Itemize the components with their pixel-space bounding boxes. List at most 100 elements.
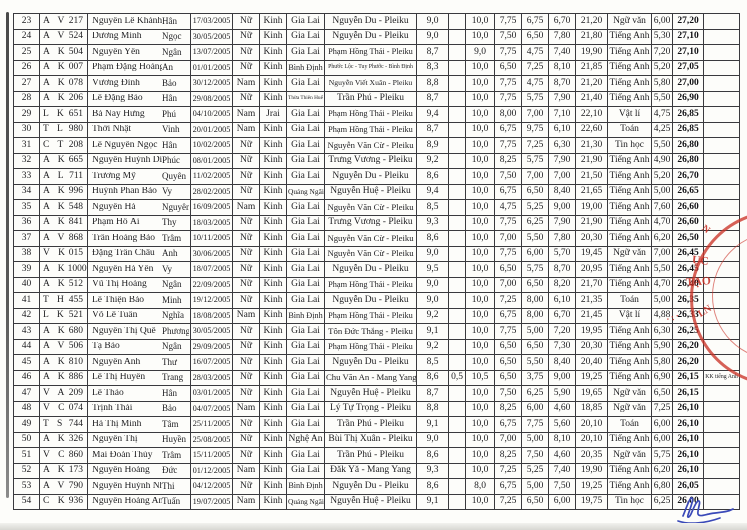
code-number: 810 [68, 356, 83, 367]
score-5: 7,00 [548, 168, 576, 185]
note [703, 183, 740, 200]
province: Gia Lai [286, 369, 325, 386]
code-letters: A K [43, 434, 68, 444]
subject: Tiếng Anh [607, 478, 652, 495]
province: Gia Lai [286, 261, 325, 278]
note [703, 13, 740, 30]
table-row: 46 A K 886 Lê Thị Huyền Trang 28/03/2005 Nữ Kin… [13, 369, 740, 386]
surname: Nguyễn Thị [92, 435, 138, 444]
gender: Nữ [232, 416, 260, 433]
table-row: 28 A K 206 Lê Đặng Bảo Hân 29/08/2005 Nữ Kinh Th… [13, 90, 740, 107]
surname: Trương Mỹ [92, 171, 136, 181]
subject: Tiếng Anh [607, 276, 652, 293]
score-1: 8,6 [416, 369, 449, 386]
given-name: Bảo [162, 78, 177, 88]
full-name: Nguyễn Yến Ngân [87, 44, 191, 61]
gender: Nữ [232, 245, 260, 262]
code-letters: L K [43, 310, 67, 320]
subject-score: 5,90 [651, 338, 673, 355]
total: 26,05 [672, 478, 704, 495]
gender: Nam [232, 75, 260, 92]
surname: Nguyễn Hoàng Anh [92, 497, 162, 506]
subject: Tiếng Anh [607, 338, 652, 355]
score-5: 9,00 [548, 199, 576, 216]
score-3: 6,50 [494, 369, 522, 386]
subject-score: 5,00 [651, 183, 673, 200]
score-3: 6,75 [494, 307, 522, 324]
note [703, 199, 740, 216]
subtotal: 21,70 [575, 276, 608, 293]
score-5: 5,90 [548, 385, 576, 402]
given-name: Ngọc [162, 32, 182, 42]
given-name: Ngân [162, 342, 182, 352]
subtotal: 21,30 [575, 137, 608, 154]
subtotal: 20,10 [575, 416, 608, 433]
score-4: 7,50 [521, 447, 549, 464]
subject: Tiếng Anh [607, 183, 652, 200]
given-name: Vinh [162, 125, 180, 135]
score-5: 6,00 [548, 493, 576, 510]
ethnicity: Kinh [259, 121, 287, 138]
ethnicity: Kinh [259, 59, 287, 76]
scan-edge-shadow [0, 523, 747, 530]
note [703, 431, 740, 448]
code-number: 680 [68, 325, 83, 336]
candidate-code: A K 326 [39, 431, 88, 448]
row-number: 42 [13, 307, 40, 324]
full-name: Trương Mỹ Quyên [87, 168, 191, 185]
birth-date: 10/02/2005 [190, 137, 233, 154]
score-2: 10,0 [465, 230, 495, 247]
subject-score: 7,60 [651, 199, 673, 216]
table-row: 30 T L 980 Thời Nhật Vinh 20/01/2005 Nam Kinh Gi… [13, 121, 740, 138]
note [703, 354, 740, 371]
surname: Nguyễn Hoàng [92, 466, 150, 475]
score-1: 9,4 [416, 106, 449, 123]
birth-date: 13/07/2005 [190, 44, 233, 61]
score-1: 8,6 [416, 168, 449, 185]
birth-date: 18/03/2005 [190, 214, 233, 231]
score-3: 6,50 [494, 59, 522, 76]
gender: Nữ [232, 28, 260, 45]
score-2: 10,5 [465, 369, 495, 386]
gender: Nữ [232, 230, 260, 247]
code-letters: A K [43, 186, 68, 196]
code-letters: A K [43, 465, 68, 475]
surname: Lê Đặng Bảo [92, 94, 143, 103]
score-4: 5,75 [521, 152, 549, 169]
code-letters: A K [43, 263, 68, 274]
candidate-code: A K 007 [39, 59, 88, 76]
school: Phạm Hồng Thái - Pleiku [324, 307, 417, 324]
province: Gia Lai [286, 447, 325, 464]
note [703, 276, 740, 293]
province: Gia Lai [286, 168, 325, 185]
subject: Ngữ văn [607, 385, 652, 402]
score-5: 8,70 [548, 75, 576, 92]
birth-date: 16/09/2005 [190, 199, 233, 216]
subject-score: 5,00 [651, 292, 673, 309]
ethnicity: Kinh [259, 447, 287, 464]
subject-score: 7,00 [651, 245, 673, 262]
score-1: 8,7 [416, 44, 449, 61]
score-5: 6,10 [548, 292, 576, 309]
total: 26,10 [672, 462, 704, 479]
province: Gia Lai [286, 106, 325, 123]
subject-score: 6,20 [651, 462, 673, 479]
school: Lý Tự Trọng - Pleiku [324, 400, 417, 417]
candidate-code: A K 504 [39, 44, 88, 61]
given-name: Hân [162, 94, 177, 104]
score-2: 10,0 [465, 59, 495, 76]
score-3: 7,25 [494, 292, 522, 309]
surname: Hà Thị Minh [92, 419, 142, 429]
code-letters: T L [43, 124, 66, 134]
school: Nguyễn Viết Xuân - Pleiku [324, 75, 417, 92]
ethnicity: Kinh [259, 152, 287, 169]
total: 27,10 [672, 44, 704, 61]
score-3: 7,75 [494, 214, 522, 231]
score-5: 7,90 [548, 152, 576, 169]
score-2: 10,0 [465, 447, 495, 464]
full-name: Lê Nguyễn Ngọc Hân [87, 137, 191, 154]
subject: Tiếng Anh [607, 59, 652, 76]
birth-date: 19/07/2005 [190, 493, 233, 510]
candidate-code: A K 548 [39, 199, 88, 216]
score-4: 8,00 [521, 292, 549, 309]
